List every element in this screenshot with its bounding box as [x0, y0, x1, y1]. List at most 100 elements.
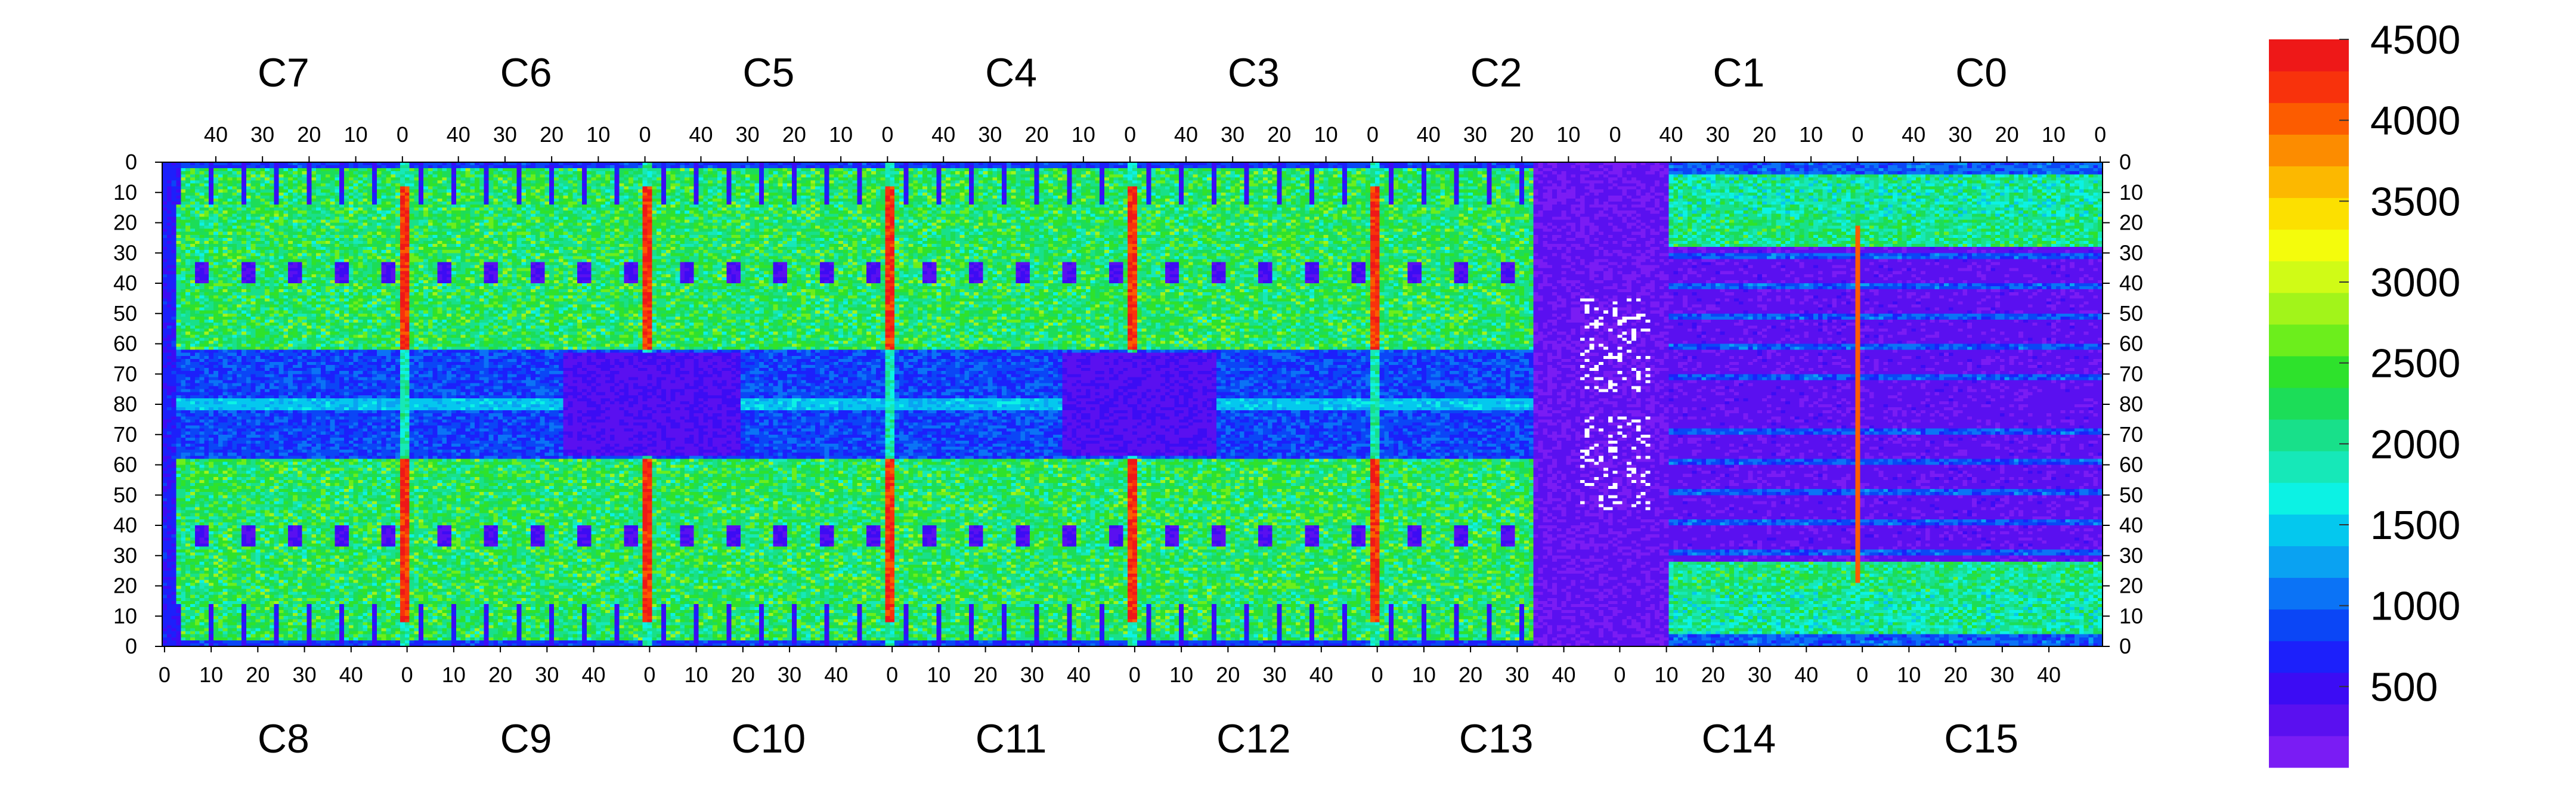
bottom-x-tick-label: 10: [1655, 662, 1679, 687]
top-x-tick-label: 30: [493, 122, 517, 147]
chip-label-C15: C15: [1944, 716, 2018, 761]
bottom-x-tick-label: 30: [1990, 662, 2014, 687]
bottom-x-tick-label: 30: [778, 662, 801, 687]
right-y-tick-label: 60: [2119, 332, 2143, 356]
colorbar-swatch: [2269, 103, 2349, 135]
colorbar-tick-label: 2500: [2370, 341, 2460, 386]
bottom-x-tick-label: 10: [927, 662, 950, 687]
top-x-tick-label: 30: [1706, 122, 1730, 147]
top-x-tick-label: 0: [639, 122, 651, 147]
top-x-tick-label: 20: [297, 122, 321, 147]
bottom-x-tick-label: 20: [974, 662, 998, 687]
bottom-x-tick-label: 20: [1944, 662, 1968, 687]
colorbar-swatch: [2269, 514, 2349, 546]
chip-label-C7: C7: [258, 50, 309, 95]
left-y-tick-label: 30: [113, 543, 137, 568]
chip-label-C10: C10: [732, 716, 806, 761]
top-x-tick-label: 20: [1025, 122, 1049, 147]
left-y-tick-label: 20: [113, 210, 137, 235]
chip-label-C12: C12: [1216, 716, 1291, 761]
right-y-tick-label: 50: [2119, 482, 2143, 507]
colorbar-swatch: [2269, 704, 2349, 736]
colorbar-tick-label: 2000: [2370, 422, 2460, 467]
bottom-x-tick-label: 0: [643, 662, 655, 687]
top-x-tick-label: 40: [447, 122, 470, 147]
top-x-tick-label: 0: [1852, 122, 1863, 147]
colorbar-swatch: [2269, 39, 2349, 72]
right-y-tick-label: 30: [2119, 240, 2143, 265]
top-x-tick-label: 20: [782, 122, 806, 147]
right-y-tick-label: 0: [2119, 634, 2131, 658]
bottom-x-tick-label: 20: [1459, 662, 1482, 687]
colorbar-tick-label: 3000: [2370, 260, 2460, 305]
chip-label-C2: C2: [1470, 50, 1522, 95]
left-y-tick-label: 70: [113, 361, 137, 386]
top-x-tick-label: 10: [2042, 122, 2066, 147]
top-x-tick-label: 0: [397, 122, 408, 147]
left-y-tick-label: 0: [125, 150, 137, 174]
top-x-tick-label: 40: [1174, 122, 1198, 147]
heatmap-cells: [162, 162, 2103, 646]
bottom-x-tick-label: 20: [1216, 662, 1240, 687]
bottom-x-tick-label: 0: [886, 662, 898, 687]
top-chip-labels: C7 C6 C5 C4 C3 C2 C1 C0: [258, 50, 2007, 95]
top-x-tick-label: 20: [1753, 122, 1776, 147]
top-x-tick-label: 30: [1948, 122, 1972, 147]
top-x-tick-label: 0: [1609, 122, 1621, 147]
colorbar-swatch: [2269, 355, 2349, 388]
bottom-x-tick-label: 30: [293, 662, 317, 687]
top-x-tick-label: 10: [1799, 122, 1823, 147]
top-x-tick-label: 10: [344, 122, 368, 147]
bottom-x-tick-label: 0: [1371, 662, 1383, 687]
bottom-x-tick-label: 40: [2037, 662, 2061, 687]
right-y-tick-label: 70: [2119, 422, 2143, 447]
bottom-x-tick-label: 30: [1505, 662, 1529, 687]
plot-frame: [162, 162, 2103, 647]
bottom-x-tick-label: 10: [1897, 662, 1921, 687]
chip-label-C4: C4: [985, 50, 1037, 95]
colorbar-swatch: [2269, 261, 2349, 293]
right-y-axis: 0 10 20 30 40 50 60 70 80 70 60 50 40 30 20 10 0: [2103, 150, 2143, 658]
right-y-tick-label: 50: [2119, 301, 2143, 326]
bottom-x-tick-label: 30: [535, 662, 559, 687]
top-x-tick-label: 40: [204, 122, 228, 147]
colorbar-swatch: [2269, 324, 2349, 357]
right-y-tick-label: 10: [2119, 603, 2143, 628]
colorbar-tick-label: 500: [2370, 664, 2438, 710]
bottom-x-tick-label: 40: [824, 662, 848, 687]
bottom-x-tick-label: 10: [442, 662, 466, 687]
chip-label-C5: C5: [742, 50, 794, 95]
top-x-tick-label: 40: [1659, 122, 1683, 147]
colorbar-swatch: [2269, 672, 2349, 705]
chip-label-C11: C11: [976, 716, 1047, 761]
top-x-tick-label: 10: [1072, 122, 1095, 147]
left-y-tick-label: 60: [113, 453, 137, 477]
chip-label-C1: C1: [1713, 50, 1764, 95]
left-y-axis: 0 10 20 30 40 50 60 70 80 70 60 50 40 30 20 10 0: [113, 150, 162, 658]
top-x-tick-label: 40: [1902, 122, 1925, 147]
bottom-x-tick-label: 30: [1748, 662, 1772, 687]
colorbar-swatch: [2269, 735, 2349, 768]
colorbar-swatch: [2269, 387, 2349, 420]
right-y-tick-label: 30: [2119, 543, 2143, 568]
top-x-tick-label: 10: [586, 122, 610, 147]
left-y-tick-label: 10: [113, 603, 137, 628]
colorbar-swatch: [2269, 197, 2349, 230]
colorbar-tick-label: 4500: [2370, 17, 2460, 63]
left-y-tick-label: 40: [113, 513, 137, 537]
right-y-tick-label: 70: [2119, 361, 2143, 386]
bottom-x-tick-label: 0: [1614, 662, 1626, 687]
bottom-x-tick-label: 10: [1412, 662, 1436, 687]
top-x-tick-label: 30: [1221, 122, 1244, 147]
colorbar-swatch: [2269, 577, 2349, 610]
bottom-x-tick-label: 20: [1701, 662, 1725, 687]
bottom-x-tick-label: 10: [685, 662, 708, 687]
bottom-chip-labels: C8 C9 C10 C11 C12 C13 C14 C15: [258, 716, 2018, 761]
right-y-tick-label: 60: [2119, 453, 2143, 477]
chip-label-C6: C6: [500, 50, 552, 95]
colorbar-swatch: [2269, 451, 2349, 483]
right-y-tick-label: 40: [2119, 271, 2143, 295]
colorbar-tick-label: 1500: [2370, 503, 2460, 548]
bottom-x-tick-label: 20: [246, 662, 270, 687]
bottom-x-tick-label: 40: [1309, 662, 1333, 687]
